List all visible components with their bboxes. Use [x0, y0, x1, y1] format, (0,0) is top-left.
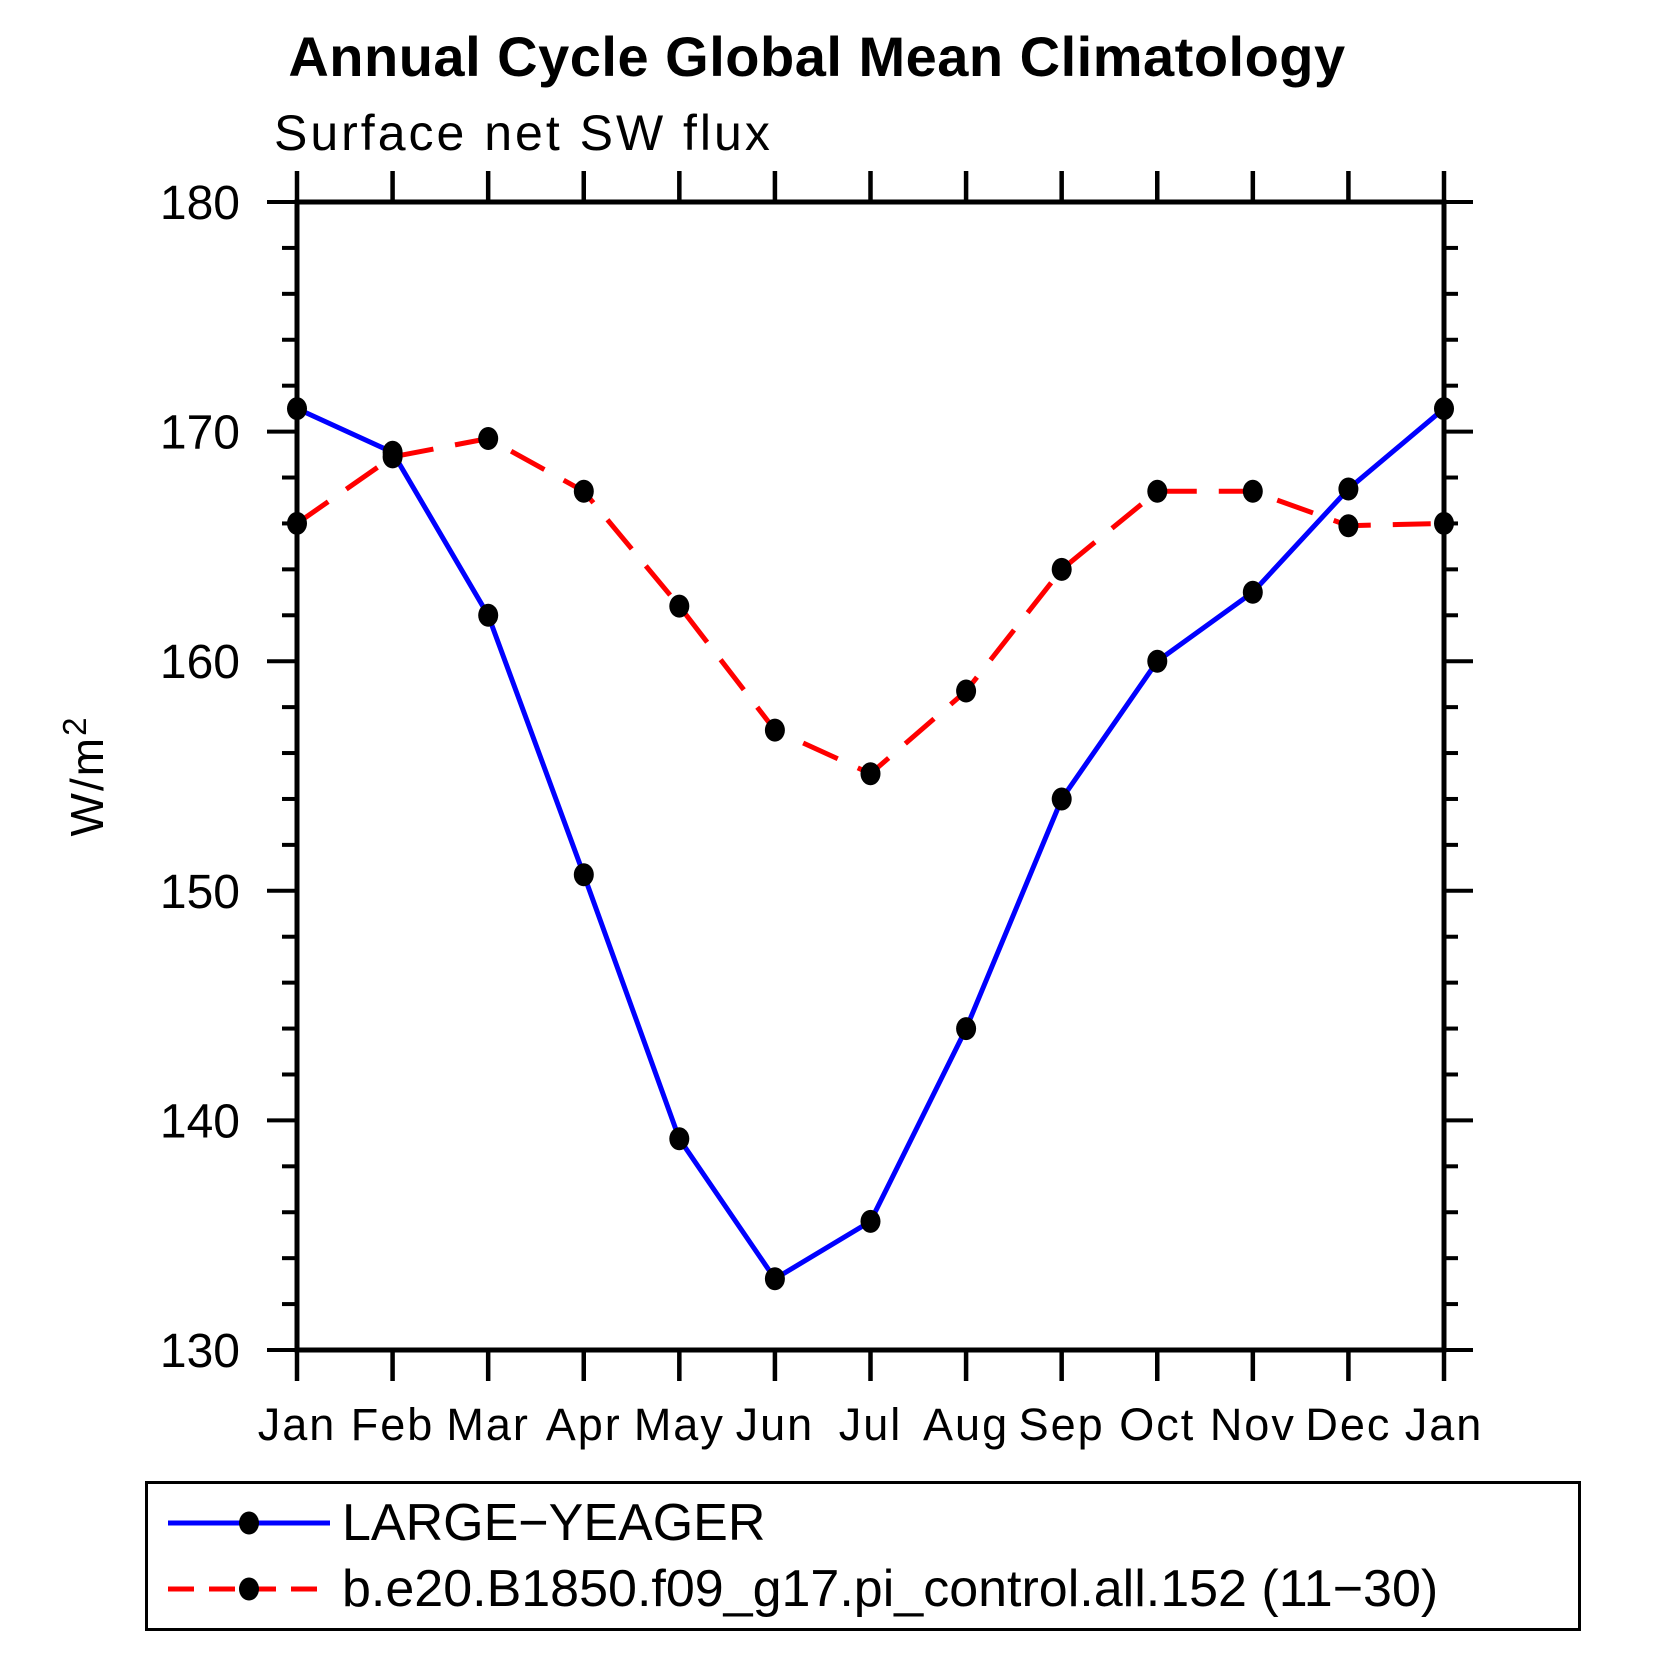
y-tick-label: 130 — [160, 1325, 240, 1378]
legend-box: LARGE−YEAGER b.e20.B1850.f09_g17.pi_cont… — [145, 1481, 1581, 1631]
data-point-marker — [956, 1017, 977, 1041]
y-tick-label: 150 — [160, 866, 240, 919]
data-point-marker — [956, 679, 977, 703]
x-tick-label: Mar — [446, 1399, 530, 1450]
data-point-marker — [478, 427, 499, 450]
data-point-marker — [1051, 787, 1072, 811]
data-point-marker — [1051, 557, 1072, 581]
legend-item-large-yeager: LARGE−YEAGER — [158, 1494, 1578, 1552]
x-tick-label: Dec — [1305, 1399, 1391, 1450]
data-point-marker — [1434, 511, 1454, 535]
data-point-marker — [1338, 514, 1359, 538]
data-point-marker — [287, 397, 307, 421]
legend-item-model-run: b.e20.B1850.f09_g17.pi_control.all.152 (… — [158, 1560, 1578, 1618]
x-tick-label: Jul — [839, 1399, 903, 1450]
chart-title: Annual Cycle Global Mean Climatology — [288, 25, 1346, 88]
data-point-marker — [573, 479, 594, 503]
y-tick-label: 140 — [160, 1095, 240, 1148]
x-tick-label: Jun — [736, 1399, 815, 1450]
x-tick-label: Apr — [546, 1399, 622, 1450]
x-tick-label: Oct — [1119, 1399, 1195, 1450]
series-line-0 — [295, 406, 1446, 1283]
data-point-marker — [860, 1209, 881, 1233]
data-point-marker — [1147, 479, 1168, 503]
y-tick-label: 180 — [160, 177, 240, 230]
chart-subtitle: Surface net SW flux — [274, 105, 773, 161]
data-point-marker — [1338, 477, 1359, 501]
data-point-marker — [1434, 397, 1454, 421]
legend-line-sample-dashed — [168, 1577, 330, 1601]
x-tick-label: Feb — [351, 1399, 435, 1450]
x-tick-label: May — [634, 1399, 725, 1450]
data-point-marker — [1242, 580, 1263, 604]
data-point-marker — [287, 511, 307, 535]
data-point-marker — [764, 718, 785, 742]
x-tick-label: Aug — [923, 1399, 1009, 1450]
x-tick-label: Nov — [1210, 1399, 1296, 1450]
legend-line-sample-solid — [168, 1511, 330, 1535]
data-point-marker — [764, 1267, 785, 1291]
data-point-marker — [669, 594, 690, 618]
x-tick-label: Jan — [258, 1399, 337, 1450]
data-point-marker — [478, 603, 499, 627]
y-tick-label: 170 — [160, 407, 240, 460]
legend-label-large-yeager: LARGE−YEAGER — [342, 1494, 766, 1552]
legend-label-model-run: b.e20.B1850.f09_g17.pi_control.all.152 (… — [342, 1560, 1439, 1618]
legend-marker-icon — [239, 1577, 259, 1601]
data-point-marker — [382, 445, 403, 469]
x-tick-label: Sep — [1019, 1399, 1105, 1450]
series-line-1 — [295, 435, 1445, 777]
data-point-marker — [1147, 649, 1168, 673]
y-axis-title: W/m2 — [56, 716, 113, 837]
legend-marker-icon — [239, 1511, 259, 1535]
data-point-marker — [860, 762, 881, 786]
data-point-marker — [669, 1127, 690, 1151]
data-point-marker — [1242, 479, 1263, 503]
x-tick-label: Jan — [1405, 1399, 1484, 1450]
data-point-marker — [573, 863, 594, 887]
y-tick-label: 160 — [160, 636, 240, 689]
